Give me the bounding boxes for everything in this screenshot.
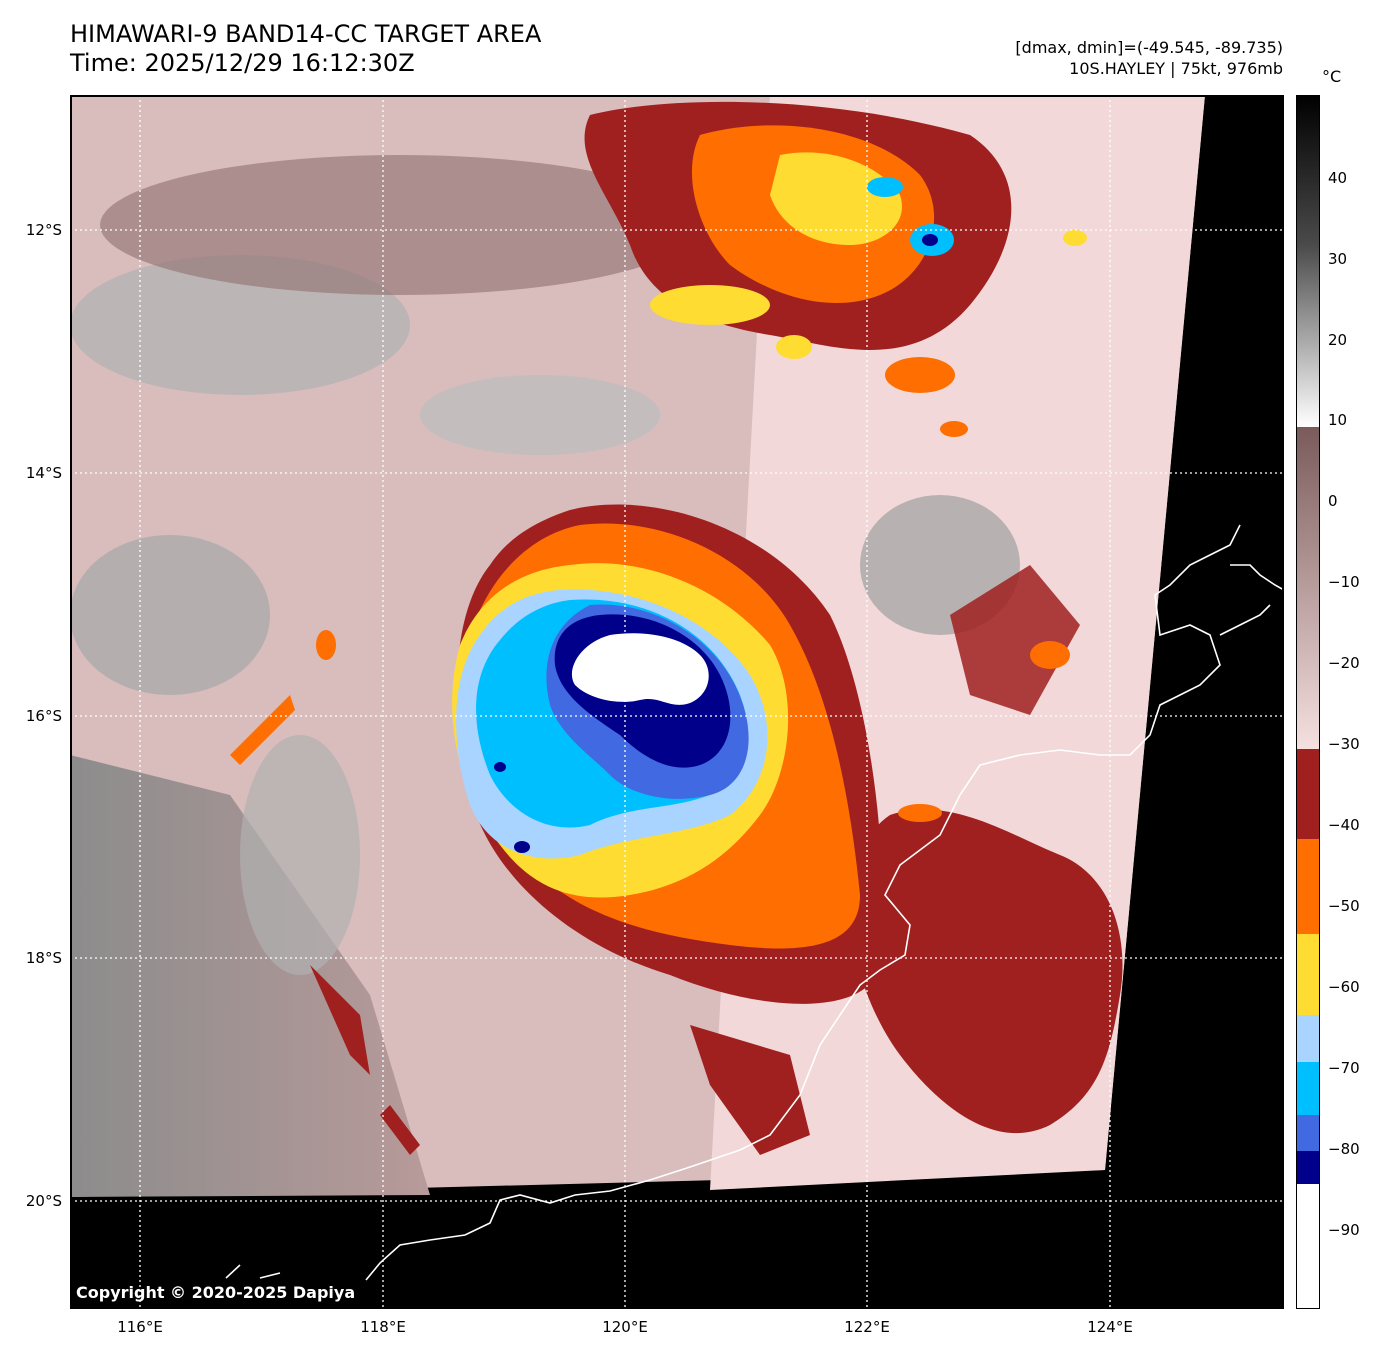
cyclone-white-cold-top bbox=[571, 633, 709, 705]
cb-band-white bbox=[1296, 1184, 1320, 1309]
cb-band-yellow bbox=[1296, 934, 1320, 1015]
lon-label-116e: 116°E bbox=[117, 1318, 163, 1336]
lat-label-12s: 12°S bbox=[25, 221, 62, 239]
gray-cloud-band-3 bbox=[70, 535, 270, 695]
cb-tick-minus90: −90 bbox=[1328, 1221, 1360, 1239]
west-band-orange-2 bbox=[310, 965, 370, 1075]
lat-lon-grid bbox=[70, 95, 1284, 1309]
north-cell-orange bbox=[650, 285, 770, 325]
coastline bbox=[365, 524, 1241, 1281]
lon-label-124e: 124°E bbox=[1087, 1318, 1133, 1336]
storm-info: [dmax, dmin]=(-49.545, -89.735) 10S.HAYL… bbox=[1015, 37, 1283, 79]
cb-tick-10: 10 bbox=[1328, 411, 1348, 429]
cb-tick-minus20: −20 bbox=[1328, 654, 1360, 672]
southeast-red-anvil-2 bbox=[950, 565, 1080, 715]
cb-tick-minus40: −40 bbox=[1328, 816, 1360, 834]
gray-cloud-band-2 bbox=[420, 375, 660, 455]
lat-label-14s: 14°S bbox=[25, 464, 62, 482]
cb-band-red bbox=[1296, 749, 1320, 839]
cb-tick-minus10: −10 bbox=[1328, 573, 1360, 591]
southeast-red-anvil bbox=[850, 809, 1123, 1134]
cyclone-darkblue-spot-2 bbox=[514, 841, 530, 853]
gray-cloud-band-4 bbox=[240, 735, 360, 975]
chart-title: HIMAWARI-9 BAND14-CC TARGET AREA Time: 2… bbox=[70, 20, 541, 78]
colorbar-unit: °C bbox=[1322, 67, 1342, 86]
cb-frame bbox=[1296, 95, 1320, 1309]
cb-tick-minus50: −50 bbox=[1328, 897, 1360, 915]
lat-label-18s: 18°S bbox=[25, 949, 62, 967]
dmax-dmin: [dmax, dmin]=(-49.545, -89.735) bbox=[1015, 38, 1283, 57]
brown-cloud-band bbox=[100, 155, 700, 295]
cb-band-gray bbox=[1296, 95, 1320, 427]
cb-band-orange bbox=[1296, 839, 1320, 934]
coastline-south-islands bbox=[225, 1264, 281, 1279]
coastline-islands bbox=[1219, 564, 1284, 636]
north-cold-spot bbox=[867, 177, 903, 197]
lon-label-122e: 122°E bbox=[844, 1318, 890, 1336]
east-orange-cell bbox=[1030, 641, 1070, 669]
east-orange-cell-2 bbox=[898, 804, 942, 822]
lon-label-120e: 120°E bbox=[602, 1318, 648, 1336]
cb-band-brown bbox=[1296, 427, 1320, 749]
title-time: Time: 2025/12/29 16:12:30Z bbox=[70, 49, 415, 77]
cb-tick-30: 30 bbox=[1328, 250, 1348, 268]
storm-name-intensity: 10S.HAYLEY | 75kt, 976mb bbox=[1069, 59, 1283, 78]
west-band-orange-3 bbox=[380, 1105, 420, 1155]
lon-label-118e: 118°E bbox=[360, 1318, 406, 1336]
lat-label-16s: 16°S bbox=[25, 707, 62, 725]
cb-tick-minus80: −80 bbox=[1328, 1140, 1360, 1158]
cb-band-lightblue bbox=[1296, 1015, 1320, 1062]
cb-tick-20: 20 bbox=[1328, 331, 1348, 349]
copyright-notice: Copyright © 2020-2025 Dapiya bbox=[76, 1283, 356, 1302]
title-product: HIMAWARI-9 BAND14-CC TARGET AREA bbox=[70, 20, 542, 48]
cb-band-royalblue bbox=[1296, 1115, 1320, 1151]
north-cell-mid2 bbox=[940, 421, 968, 437]
cb-tick-minus30: −30 bbox=[1328, 735, 1360, 753]
cb-band-darkblue bbox=[1296, 1151, 1320, 1184]
cb-tick-40: 40 bbox=[1328, 169, 1348, 187]
north-cold-spot-3 bbox=[922, 234, 938, 246]
north-cell-mid bbox=[885, 357, 955, 393]
colorbar bbox=[1296, 95, 1320, 1309]
north-cell-small bbox=[776, 335, 812, 359]
cb-tick-minus60: −60 bbox=[1328, 978, 1360, 996]
north-convection-yellow bbox=[770, 152, 902, 245]
lat-label-20s: 20°S bbox=[25, 1192, 62, 1210]
cb-tick-minus70: −70 bbox=[1328, 1059, 1360, 1077]
north-cell-east bbox=[1063, 230, 1087, 246]
cb-band-cyan bbox=[1296, 1062, 1320, 1115]
cyclone-darkblue-spot-1 bbox=[494, 762, 506, 772]
west-band-orange-1 bbox=[230, 695, 295, 765]
satellite-map bbox=[70, 95, 1284, 1309]
west-gray-land bbox=[70, 755, 430, 1197]
west-band-orange-4 bbox=[316, 630, 336, 660]
map-frame bbox=[70, 95, 1284, 1309]
cb-tick-0: 0 bbox=[1328, 492, 1338, 510]
